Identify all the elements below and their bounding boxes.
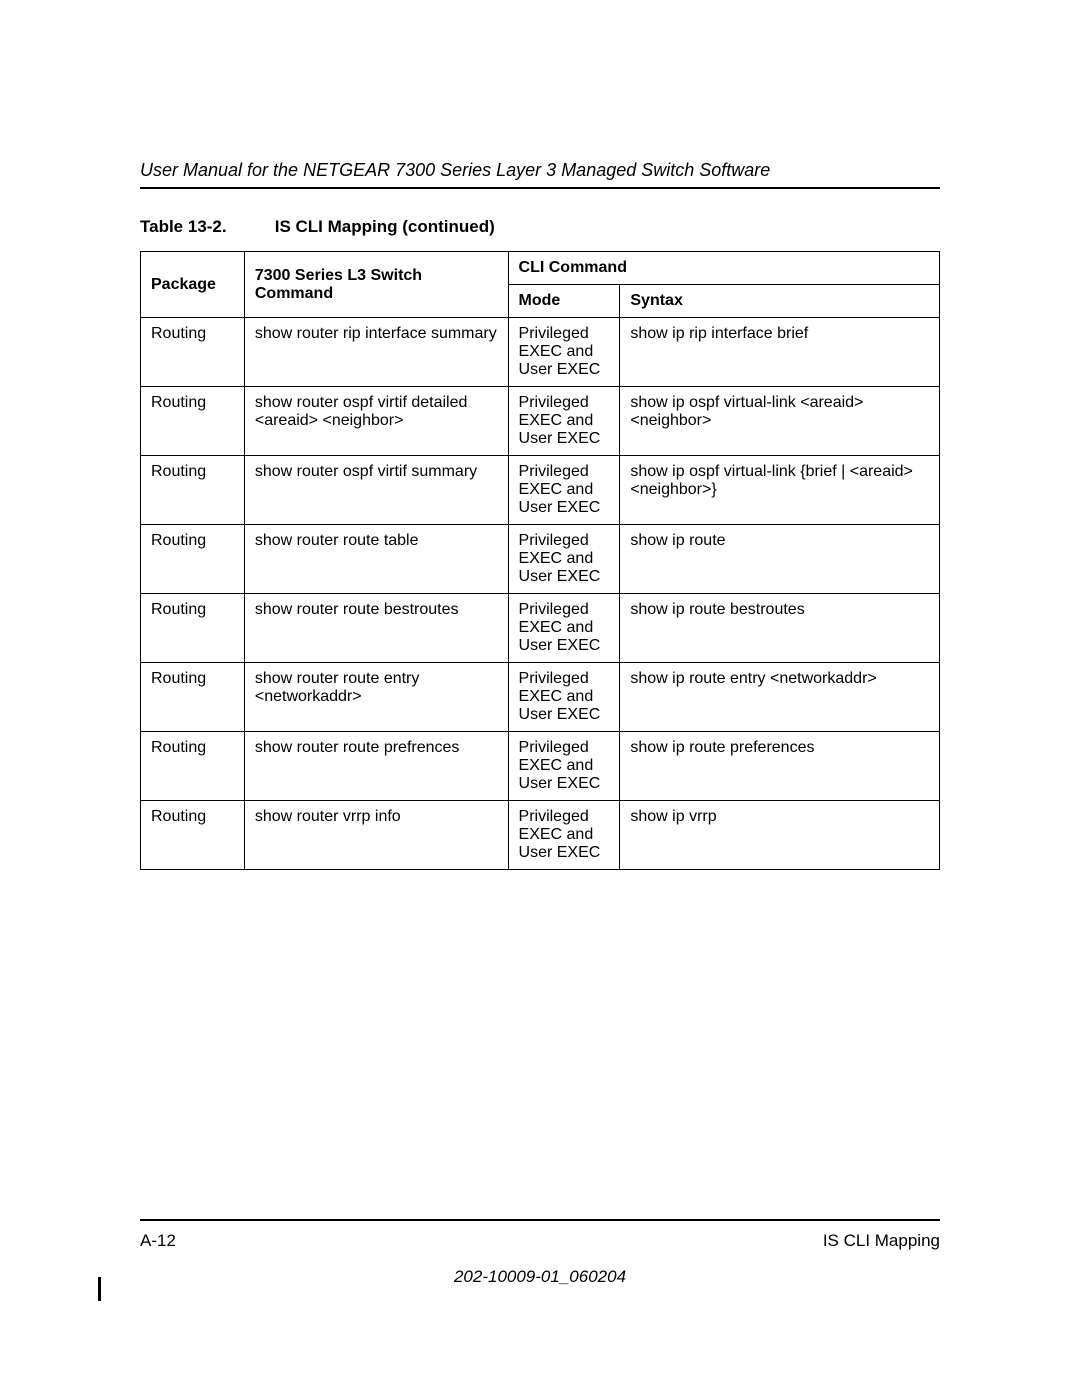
cell-mode: Privileged EXEC and User EXEC (508, 456, 620, 525)
cell-command: show router route entry <networkaddr> (244, 663, 508, 732)
cell-syntax: show ip ospf virtual-link {brief | <area… (620, 456, 940, 525)
table-row: Routingshow router route tablePrivileged… (141, 525, 940, 594)
cell-package: Routing (141, 318, 245, 387)
col-header-syntax: Syntax (620, 285, 940, 318)
cell-package: Routing (141, 456, 245, 525)
table-header-row-1: Package 7300 Series L3 Switch Command CL… (141, 252, 940, 285)
cell-package: Routing (141, 732, 245, 801)
table-row: Routingshow router route entry <networka… (141, 663, 940, 732)
footer-rule (140, 1219, 940, 1221)
header-rule (140, 187, 940, 189)
cell-syntax: show ip route (620, 525, 940, 594)
footer-section: IS CLI Mapping (823, 1231, 940, 1251)
table-row: Routingshow router ospf virtif summaryPr… (141, 456, 940, 525)
col-header-command: 7300 Series L3 Switch Command (244, 252, 508, 318)
cell-package: Routing (141, 525, 245, 594)
cell-mode: Privileged EXEC and User EXEC (508, 525, 620, 594)
cell-syntax: show ip ospf virtual-link <areaid> <neig… (620, 387, 940, 456)
cell-command: show router ospf virtif detailed <areaid… (244, 387, 508, 456)
cell-mode: Privileged EXEC and User EXEC (508, 594, 620, 663)
cell-syntax: show ip route entry <networkaddr> (620, 663, 940, 732)
page-number: A-12 (140, 1231, 176, 1251)
page-footer: A-12 IS CLI Mapping 202-10009-01_060204 (140, 1219, 940, 1287)
cell-package: Routing (141, 387, 245, 456)
table-row: Routingshow router route bestroutesPrivi… (141, 594, 940, 663)
cell-syntax: show ip route bestroutes (620, 594, 940, 663)
cell-syntax: show ip route preferences (620, 732, 940, 801)
footer-row: A-12 IS CLI Mapping (140, 1231, 940, 1251)
table-title: IS CLI Mapping (continued) (275, 217, 495, 236)
cell-mode: Privileged EXEC and User EXEC (508, 801, 620, 870)
cell-command: show router route bestroutes (244, 594, 508, 663)
cell-mode: Privileged EXEC and User EXEC (508, 318, 620, 387)
table-row: Routingshow router rip interface summary… (141, 318, 940, 387)
table-row: Routingshow router vrrp infoPrivileged E… (141, 801, 940, 870)
cell-command: show router route prefrences (244, 732, 508, 801)
cell-package: Routing (141, 801, 245, 870)
cli-mapping-table: Package 7300 Series L3 Switch Command CL… (140, 251, 940, 870)
cell-command: show router rip interface summary (244, 318, 508, 387)
cell-command: show router vrrp info (244, 801, 508, 870)
cell-mode: Privileged EXEC and User EXEC (508, 732, 620, 801)
cell-command: show router ospf virtif summary (244, 456, 508, 525)
manual-title: User Manual for the NETGEAR 7300 Series … (140, 160, 940, 187)
change-bar-icon (98, 1277, 101, 1301)
document-id: 202-10009-01_060204 (140, 1267, 940, 1287)
cell-command: show router route table (244, 525, 508, 594)
cell-syntax: show ip vrrp (620, 801, 940, 870)
cell-syntax: show ip rip interface brief (620, 318, 940, 387)
table-row: Routingshow router ospf virtif detailed … (141, 387, 940, 456)
cell-package: Routing (141, 663, 245, 732)
table-caption: Table 13-2. IS CLI Mapping (continued) (140, 217, 940, 237)
col-header-mode: Mode (508, 285, 620, 318)
cell-mode: Privileged EXEC and User EXEC (508, 663, 620, 732)
table-number: Table 13-2. (140, 217, 270, 237)
col-header-cli-group: CLI Command (508, 252, 939, 285)
cell-package: Routing (141, 594, 245, 663)
col-header-package: Package (141, 252, 245, 318)
table-row: Routingshow router route prefrencesPrivi… (141, 732, 940, 801)
document-page: User Manual for the NETGEAR 7300 Series … (0, 0, 1080, 1397)
cell-mode: Privileged EXEC and User EXEC (508, 387, 620, 456)
